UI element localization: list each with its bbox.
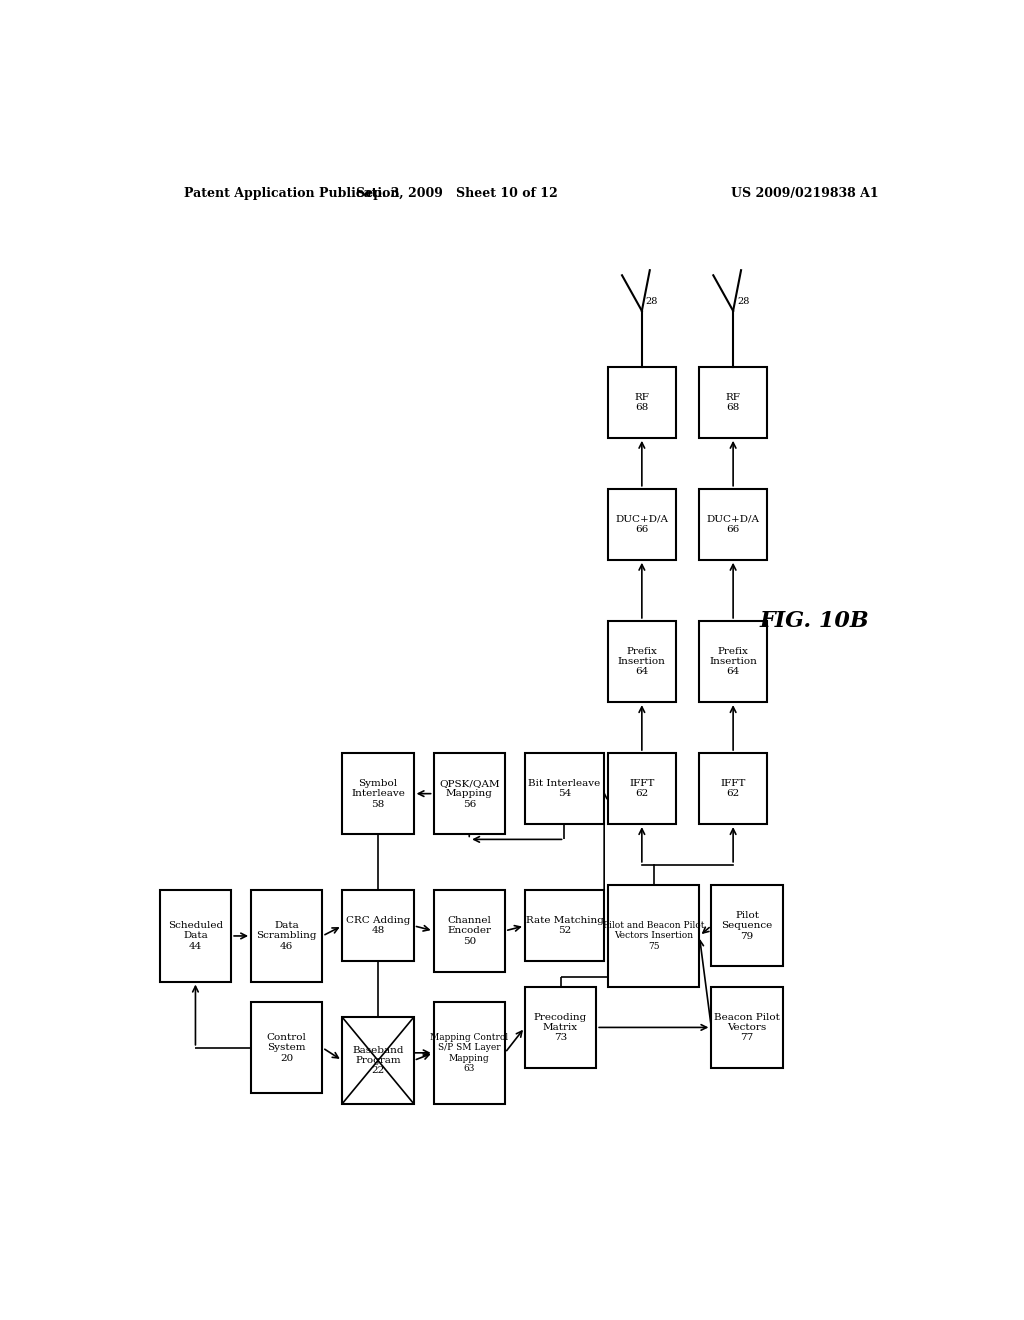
Bar [433,752,505,834]
Bar [699,620,767,702]
Bar [608,752,676,824]
Text: Prefix
Insertion
64: Prefix Insertion 64 [710,647,757,676]
Text: Symbol
Interleave
58: Symbol Interleave 58 [351,779,404,809]
Text: Prefix
Insertion
64: Prefix Insertion 64 [617,647,666,676]
Text: DUC+D/A
66: DUC+D/A 66 [707,515,760,535]
Bar [524,752,604,824]
Text: US 2009/0219838 A1: US 2009/0219838 A1 [731,187,879,201]
Text: Rate Matching
52: Rate Matching 52 [525,916,603,936]
Text: Bit Interleave
54: Bit Interleave 54 [528,779,601,799]
Bar [699,367,767,438]
Bar [342,752,414,834]
Text: IFFT
62: IFFT 62 [629,779,654,799]
Bar [251,890,323,982]
Text: RF
68: RF 68 [726,392,740,412]
Bar [342,890,414,961]
Text: DUC+D/A
66: DUC+D/A 66 [615,515,669,535]
Bar [160,890,231,982]
Text: Data
Scrambling
46: Data Scrambling 46 [256,921,317,950]
Bar [608,620,676,702]
Bar [433,890,505,972]
Text: Mapping Control
S/P SM Layer
Mapping
63: Mapping Control S/P SM Layer Mapping 63 [430,1032,508,1073]
Text: Scheduled
Data
44: Scheduled Data 44 [168,921,223,950]
Bar [524,890,604,961]
Text: CRC Adding
48: CRC Adding 48 [346,916,411,936]
Bar [712,886,782,966]
Text: Control
System
20: Control System 20 [267,1032,306,1063]
Text: Channel
Encoder
50: Channel Encoder 50 [447,916,492,945]
Bar [342,1018,414,1104]
Bar [699,752,767,824]
Text: Sep. 3, 2009   Sheet 10 of 12: Sep. 3, 2009 Sheet 10 of 12 [356,187,558,201]
Text: Patent Application Publication: Patent Application Publication [183,187,399,201]
Text: Beacon Pilot
Vectors
77: Beacon Pilot Vectors 77 [714,1012,780,1043]
Bar [251,1002,323,1093]
Bar [524,987,596,1068]
Text: RF
68: RF 68 [635,392,649,412]
Bar [433,1002,505,1104]
Bar [712,987,782,1068]
Text: Pilot
Sequence
79: Pilot Sequence 79 [721,911,773,941]
Text: FIG. 10B: FIG. 10B [760,610,869,632]
Bar [608,367,676,438]
Text: 28: 28 [737,297,750,306]
Bar [608,886,699,987]
Text: QPSK/QAM
Mapping
56: QPSK/QAM Mapping 56 [439,779,500,809]
Bar [608,488,676,560]
Text: Precoding
Matrix
73: Precoding Matrix 73 [534,1012,587,1043]
Bar [699,488,767,560]
Text: IFFT
62: IFFT 62 [721,779,745,799]
Text: 28: 28 [646,297,658,306]
Text: Baseband
Program
22: Baseband Program 22 [352,1045,403,1076]
Text: Pilot and Beacon Pilot
Vectors Insertion
75: Pilot and Beacon Pilot Vectors Insertion… [603,921,705,950]
